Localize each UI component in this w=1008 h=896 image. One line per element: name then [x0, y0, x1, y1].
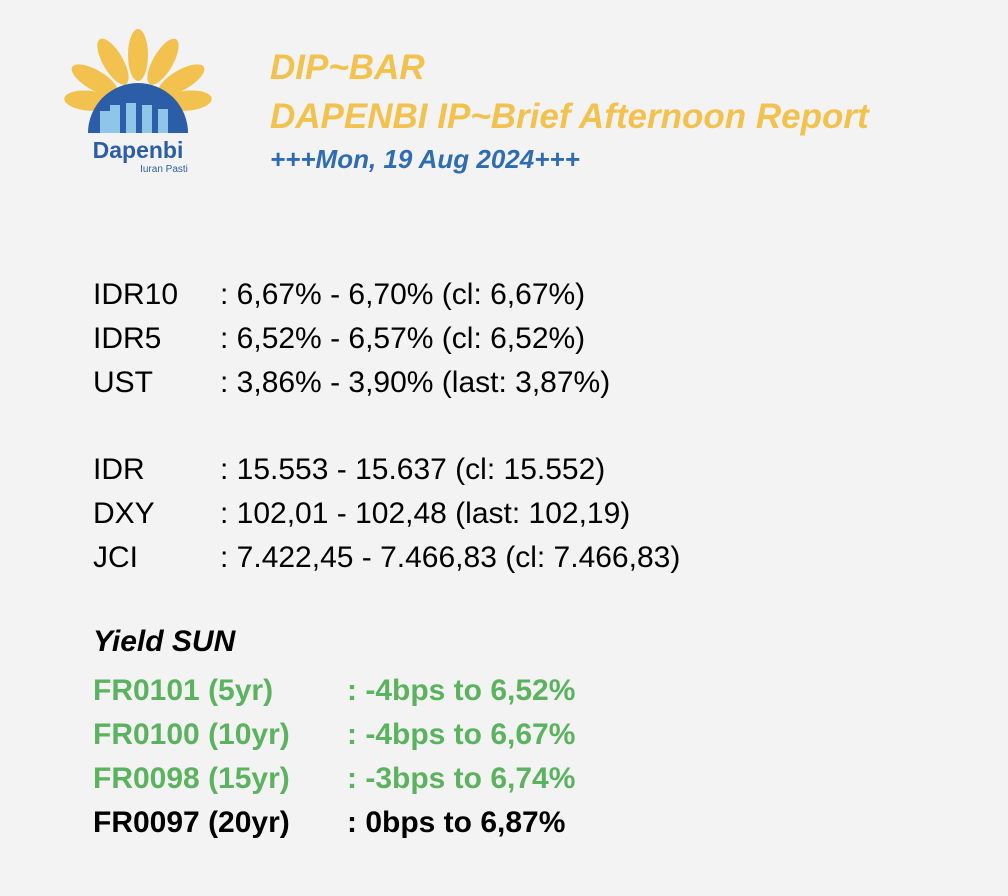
row-label: IDR [93, 453, 145, 486]
row-value: : -4bps to 6,67% [347, 718, 576, 751]
row-label: FR0097 (20yr) [93, 806, 290, 839]
row-label: FR0098 (15yr) [93, 762, 290, 795]
row-value: : -4bps to 6,52% [347, 674, 576, 707]
row-label: JCI [93, 541, 138, 574]
row-label: IDR10 [93, 278, 179, 311]
row-value: : 102,01 - 102,48 (last: 102,19) [220, 497, 631, 530]
date: +++Mon, 19 Aug 2024+++ [270, 144, 580, 174]
row-value: : 3,86% - 3,90% (last: 3,87%) [220, 366, 611, 399]
subtitle: DAPENBI IP~Brief Afternoon Report [270, 97, 869, 136]
logo-buildings [100, 103, 168, 133]
row-label: DXY [93, 497, 155, 530]
row-value: : 6,67% - 6,70% (cl: 6,67%) [220, 278, 586, 311]
logo-name: Dapenbi [93, 137, 184, 163]
title: DIP~BAR [270, 48, 425, 87]
logo: Dapenbi Iuran Pasti [64, 29, 212, 175]
logo-tagline: Iuran Pasti [140, 164, 188, 175]
row-value: : 6,52% - 6,57% (cl: 6,52%) [220, 322, 586, 355]
row-label: UST [93, 366, 153, 399]
row-label: IDR5 [93, 322, 162, 355]
row-label: FR0101 (5yr) [93, 674, 274, 707]
row-value: : 15.553 - 15.637 (cl: 15.552) [220, 453, 606, 486]
row-value: : 7.422,45 - 7.466,83 (cl: 7.466,83) [220, 541, 681, 574]
yield-title: Yield SUN [93, 625, 236, 658]
row-value: : 0bps to 6,87% [347, 806, 566, 839]
row-value: : -3bps to 6,74% [347, 762, 576, 795]
row-label: FR0100 (10yr) [93, 718, 290, 751]
